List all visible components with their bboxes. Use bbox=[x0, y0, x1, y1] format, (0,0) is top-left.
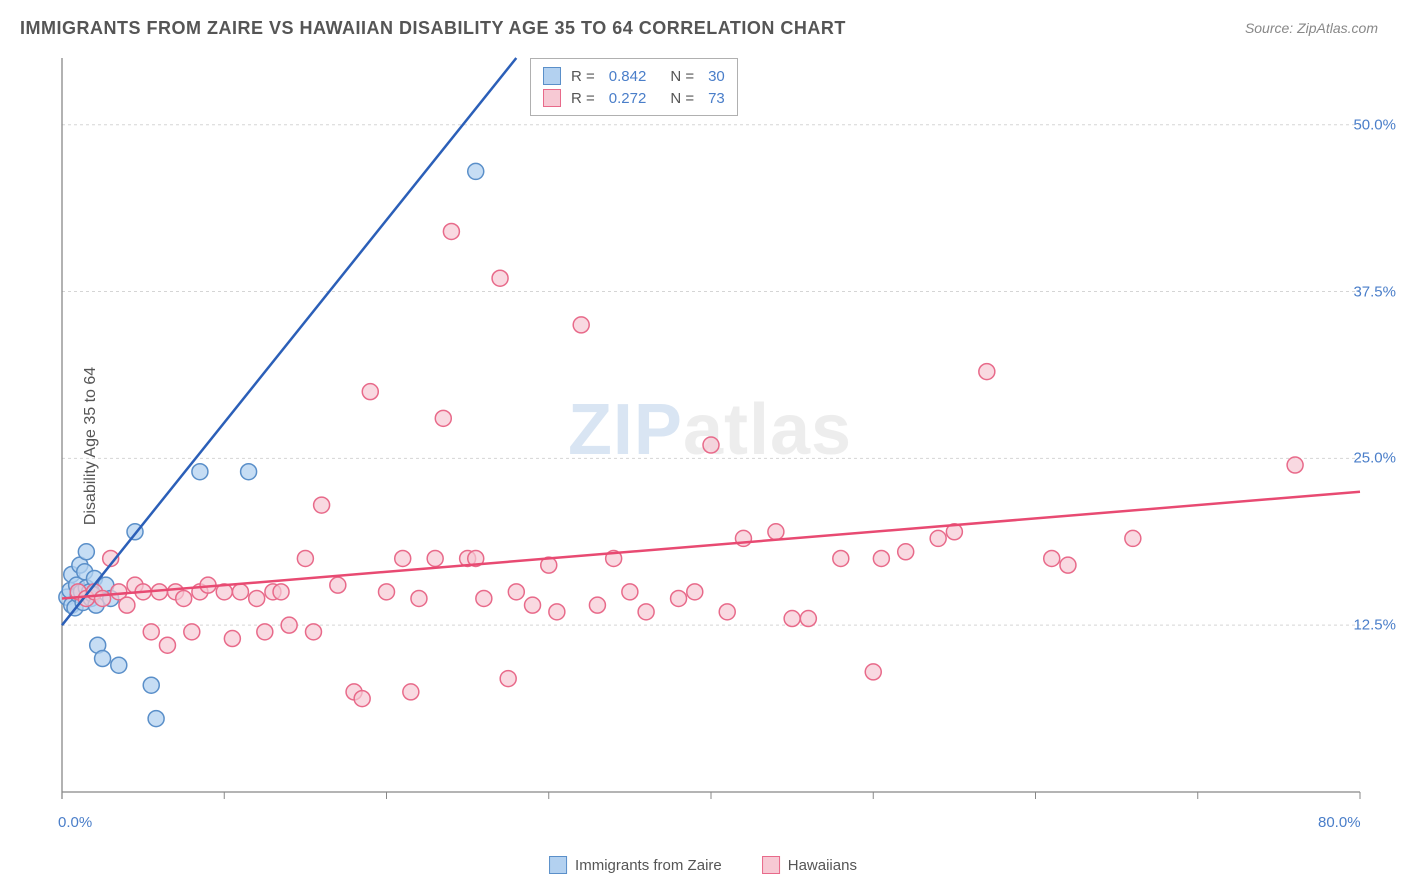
r-value: 0.272 bbox=[609, 90, 647, 107]
legend-swatch bbox=[549, 856, 567, 874]
x-tick-label: 0.0% bbox=[58, 814, 92, 831]
legend-swatch bbox=[543, 89, 561, 107]
legend-swatch bbox=[543, 67, 561, 85]
legend-label: Immigrants from Zaire bbox=[575, 857, 722, 874]
series-legend: Immigrants from Zaire Hawaiians bbox=[549, 856, 857, 874]
legend-item: Hawaiians bbox=[762, 856, 857, 874]
y-tick-label: 25.0% bbox=[1353, 450, 1396, 467]
n-label: N = bbox=[670, 68, 694, 85]
chart-title: IMMIGRANTS FROM ZAIRE VS HAWAIIAN DISABI… bbox=[20, 18, 846, 39]
legend-swatch bbox=[762, 856, 780, 874]
n-label: N = bbox=[670, 90, 694, 107]
legend-item: Immigrants from Zaire bbox=[549, 856, 722, 874]
source-attribution: Source: ZipAtlas.com bbox=[1245, 20, 1378, 36]
chart-area: ZIPatlas bbox=[50, 50, 1370, 810]
legend-label: Hawaiians bbox=[788, 857, 857, 874]
correlation-legend-row: R = 0.842 N = 30 bbox=[543, 65, 725, 87]
r-label: R = bbox=[571, 90, 595, 107]
r-label: R = bbox=[571, 68, 595, 85]
n-value: 73 bbox=[708, 90, 725, 107]
correlation-legend-row: R = 0.272 N = 73 bbox=[543, 87, 725, 109]
y-tick-label: 37.5% bbox=[1353, 283, 1396, 300]
scatter-plot bbox=[50, 50, 1370, 810]
y-tick-label: 50.0% bbox=[1353, 116, 1396, 133]
r-value: 0.842 bbox=[609, 68, 647, 85]
x-tick-label: 80.0% bbox=[1318, 814, 1361, 831]
correlation-legend: R = 0.842 N = 30 R = 0.272 N = 73 bbox=[530, 58, 738, 116]
n-value: 30 bbox=[708, 68, 725, 85]
y-tick-label: 12.5% bbox=[1353, 617, 1396, 634]
